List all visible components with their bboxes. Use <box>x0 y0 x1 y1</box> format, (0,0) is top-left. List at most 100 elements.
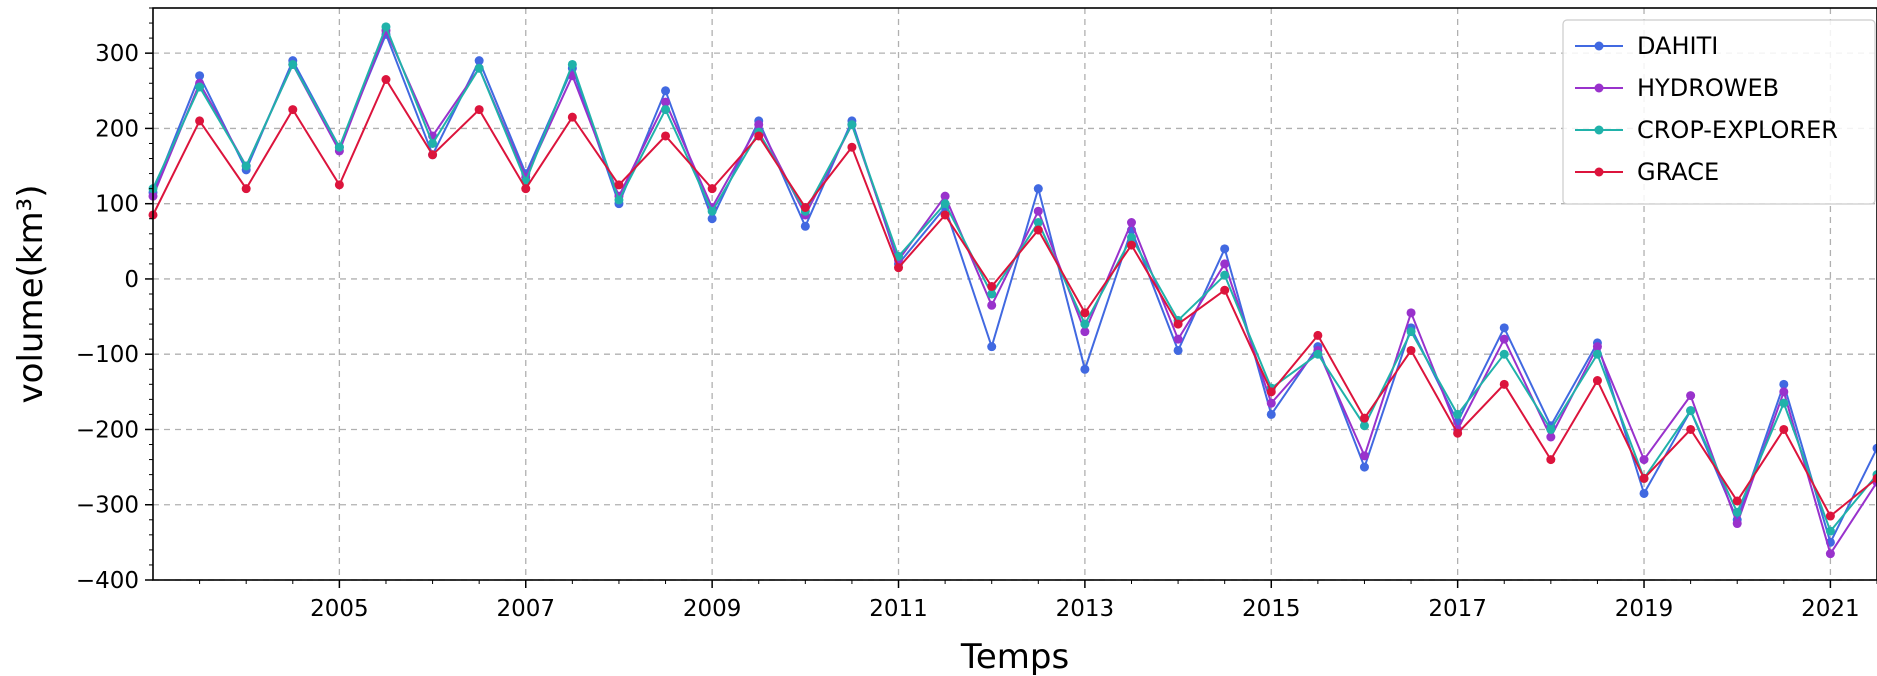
data-point <box>195 71 205 81</box>
data-point <box>707 206 717 216</box>
x-tick-label: 2009 <box>683 596 742 622</box>
data-point <box>1499 349 1509 359</box>
data-point <box>474 63 484 73</box>
data-point <box>1220 270 1230 280</box>
legend-label: GRACE <box>1637 158 1719 186</box>
y-tick-label: 0 <box>124 267 139 293</box>
data-point <box>1499 379 1509 389</box>
legend-label: HYDROWEB <box>1637 74 1779 102</box>
data-point <box>1546 424 1556 434</box>
data-point <box>1639 488 1649 498</box>
data-point <box>1173 319 1183 329</box>
data-point <box>754 131 764 141</box>
legend-label: CROP-EXPLORER <box>1637 116 1838 144</box>
data-point <box>940 191 950 201</box>
data-point <box>1499 323 1509 333</box>
data-point <box>1266 398 1276 408</box>
data-point <box>1779 387 1789 397</box>
x-axis-title: Temps <box>960 637 1069 676</box>
data-point <box>334 180 344 190</box>
data-point <box>474 56 484 66</box>
legend-label: DAHITI <box>1637 32 1718 60</box>
data-point <box>707 184 717 194</box>
data-point <box>1872 443 1877 453</box>
data-point <box>661 131 671 141</box>
data-point <box>1313 349 1323 359</box>
data-point <box>614 195 624 205</box>
data-point <box>1220 285 1230 295</box>
y-tick-label: −400 <box>76 568 139 594</box>
data-point <box>987 289 997 299</box>
data-point <box>1406 327 1416 337</box>
legend-marker <box>1594 167 1604 177</box>
data-point <box>894 251 904 261</box>
data-point <box>1033 184 1043 194</box>
data-point <box>847 142 857 152</box>
data-point <box>847 120 857 130</box>
data-point <box>661 86 671 96</box>
x-tick-label: 2015 <box>1242 596 1301 622</box>
data-point <box>1453 409 1463 419</box>
data-point <box>195 82 205 92</box>
data-point <box>1592 376 1602 386</box>
data-point <box>288 59 298 69</box>
grid <box>153 8 1877 581</box>
legend-marker <box>1594 41 1604 51</box>
data-point <box>1220 244 1230 254</box>
data-point <box>1033 225 1043 235</box>
data-point <box>1126 240 1136 250</box>
y-tick-label: −100 <box>76 342 139 368</box>
data-point <box>661 105 671 115</box>
data-point <box>1592 342 1602 352</box>
data-point <box>894 263 904 273</box>
data-point <box>1872 473 1877 483</box>
data-point <box>1453 428 1463 438</box>
data-point <box>1546 432 1556 442</box>
data-point <box>1313 330 1323 340</box>
data-point <box>1080 308 1090 318</box>
legend-box <box>1562 19 1876 205</box>
series-grace <box>148 75 1877 521</box>
data-point <box>754 120 764 130</box>
data-point <box>1126 233 1136 243</box>
data-point <box>987 281 997 291</box>
data-point <box>334 142 344 152</box>
x-tick-label: 2021 <box>1801 596 1860 622</box>
x-tick-label: 2019 <box>1615 596 1674 622</box>
data-point <box>1825 511 1835 521</box>
data-point <box>1686 424 1696 434</box>
x-tick-label: 2007 <box>496 596 555 622</box>
y-tick-label: 200 <box>95 116 139 142</box>
ticks: −400 −300 −200 −100 0 100 200 300 2005 2007 2009 20… <box>76 7 1877 622</box>
data-point <box>567 112 577 122</box>
data-point <box>474 105 484 115</box>
data-point <box>241 161 251 171</box>
data-point <box>567 59 577 69</box>
y-axis-title: volume(km³) <box>11 185 51 404</box>
y-tick-label: 100 <box>95 192 139 218</box>
data-point <box>940 199 950 209</box>
data-point <box>1359 451 1369 461</box>
y-tick-label: 300 <box>95 41 139 67</box>
data-point <box>1266 409 1276 419</box>
data-point <box>1126 218 1136 227</box>
data-point <box>195 116 205 126</box>
x-tick-label: 2005 <box>310 596 369 622</box>
data-point <box>1825 526 1835 536</box>
data-point <box>1359 462 1369 472</box>
data-point <box>1732 519 1742 529</box>
data-point <box>1080 319 1090 329</box>
data-point <box>1779 424 1789 434</box>
data-point <box>1173 345 1183 355</box>
data-point <box>1686 391 1696 401</box>
x-tick-label: 2011 <box>869 596 928 622</box>
data-point <box>1732 507 1742 517</box>
data-point <box>1499 334 1509 344</box>
data-point <box>521 184 531 194</box>
data-point <box>1686 406 1696 416</box>
data-point <box>1592 349 1602 359</box>
series-line <box>152 31 1877 546</box>
data-point <box>1173 334 1183 344</box>
data-point <box>1825 549 1835 559</box>
